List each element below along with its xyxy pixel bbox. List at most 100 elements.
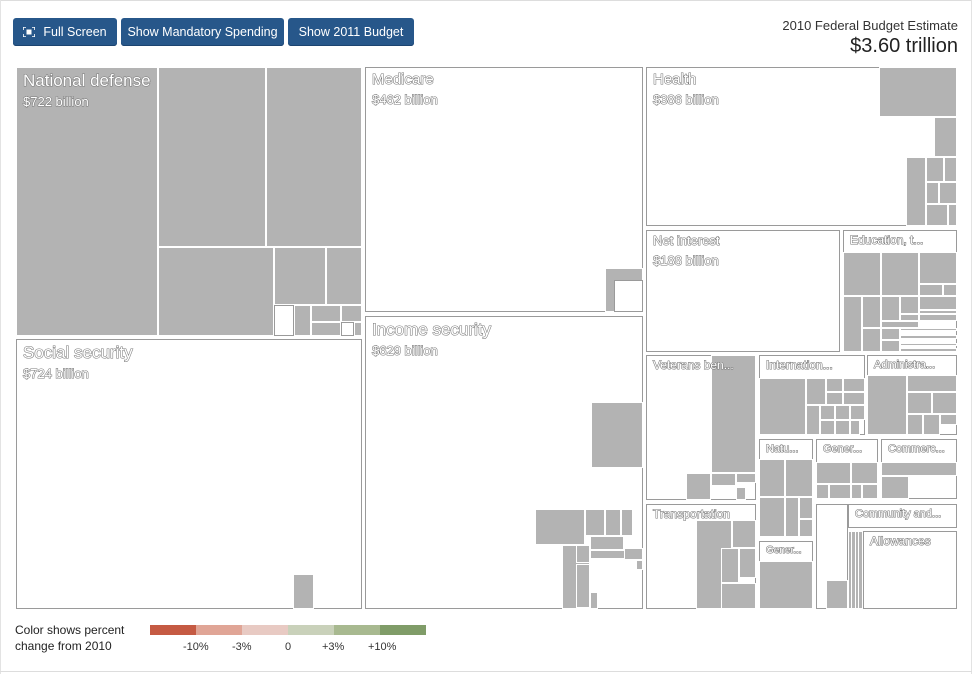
treemap-subcell[interactable] xyxy=(721,548,739,583)
treemap-subcell[interactable] xyxy=(576,545,590,563)
treemap-subcell[interactable] xyxy=(158,67,266,247)
treemap-subcell[interactable] xyxy=(879,67,957,117)
treemap-subcell[interactable] xyxy=(311,305,341,322)
treemap-cell[interactable]: Veterans ben... xyxy=(646,355,756,500)
treemap-subcell[interactable] xyxy=(341,305,362,322)
treemap-cell[interactable]: Natu... xyxy=(759,439,813,537)
treemap-subcell[interactable] xyxy=(585,509,605,536)
treemap-cell[interactable]: Internation... xyxy=(759,355,865,435)
treemap-cell-bg[interactable] xyxy=(646,230,840,352)
treemap-cell[interactable]: Transportation xyxy=(646,504,756,609)
treemap-subcell[interactable] xyxy=(926,204,948,226)
treemap-subcell[interactable] xyxy=(900,314,919,321)
treemap-subcell[interactable] xyxy=(919,284,943,296)
treemap-subcell[interactable] xyxy=(759,459,785,497)
treemap-subcell[interactable] xyxy=(274,305,294,336)
treemap-subcell[interactable] xyxy=(881,296,900,321)
treemap-subcell[interactable] xyxy=(867,375,907,435)
treemap-subcell[interactable] xyxy=(590,536,624,550)
treemap-cell[interactable]: Social security $724 billion xyxy=(16,339,362,609)
treemap-subcell[interactable] xyxy=(759,561,813,609)
treemap-subcell[interactable] xyxy=(711,355,756,473)
treemap-subcell[interactable] xyxy=(862,484,878,499)
treemap-subcell[interactable] xyxy=(881,340,900,352)
treemap-subcell[interactable] xyxy=(354,322,362,336)
treemap-subcell[interactable] xyxy=(851,462,878,484)
treemap-subcell[interactable] xyxy=(806,405,820,435)
treemap-subcell[interactable] xyxy=(843,378,865,392)
treemap-cell[interactable]: Gener... xyxy=(759,541,813,609)
treemap-subcell[interactable] xyxy=(900,328,957,331)
treemap-subcell[interactable] xyxy=(900,343,957,346)
treemap-subcell[interactable] xyxy=(576,564,590,608)
treemap-subcell[interactable] xyxy=(686,473,711,500)
treemap-subcell[interactable] xyxy=(293,574,314,609)
treemap-subcell[interactable] xyxy=(943,284,957,296)
treemap-cell-bg[interactable] xyxy=(848,504,957,528)
treemap-subcell[interactable] xyxy=(590,592,598,609)
treemap-subcell[interactable] xyxy=(736,487,746,500)
treemap-subcell[interactable] xyxy=(907,375,957,392)
treemap-subcell[interactable] xyxy=(919,314,957,321)
treemap-cell[interactable]: Net interest $188 billion xyxy=(646,230,840,352)
treemap-subcell[interactable] xyxy=(591,402,643,468)
treemap-cell[interactable]: Allowances xyxy=(863,531,957,609)
treemap-subcell[interactable] xyxy=(862,296,881,328)
treemap-subcell[interactable] xyxy=(816,462,851,484)
treemap-subcell[interactable] xyxy=(311,322,341,336)
treemap-subcell[interactable] xyxy=(926,182,939,204)
treemap-subcell[interactable] xyxy=(923,414,940,435)
treemap-subcell[interactable] xyxy=(16,67,158,336)
treemap-subcell[interactable] xyxy=(881,321,919,328)
treemap-subcell[interactable] xyxy=(848,531,852,609)
treemap-subcell[interactable] xyxy=(826,580,848,609)
treemap-subcell[interactable] xyxy=(862,328,881,352)
treemap-subcell[interactable] xyxy=(900,335,957,339)
treemap-subcell[interactable] xyxy=(759,378,806,435)
treemap-subcell[interactable] xyxy=(624,548,643,560)
treemap-subcell[interactable] xyxy=(326,247,362,305)
treemap-cell[interactable]: Gener... xyxy=(816,439,878,499)
treemap-subcell[interactable] xyxy=(907,392,932,414)
treemap-subcell[interactable] xyxy=(906,157,926,226)
treemap-subcell[interactable] xyxy=(944,157,957,182)
treemap-subcell[interactable] xyxy=(900,348,957,352)
treemap-subcell[interactable] xyxy=(932,392,957,414)
treemap-subcell[interactable] xyxy=(919,310,957,314)
treemap-subcell[interactable] xyxy=(806,378,826,405)
treemap-subcell[interactable] xyxy=(341,322,354,336)
treemap-subcell[interactable] xyxy=(816,484,829,499)
treemap-subcell[interactable] xyxy=(785,497,799,537)
treemap-subcell[interactable] xyxy=(711,473,736,486)
treemap-cell[interactable]: Health $386 billion xyxy=(646,67,957,226)
treemap-subcell[interactable] xyxy=(907,414,923,435)
treemap-subcell[interactable] xyxy=(850,405,865,420)
treemap-subcell[interactable] xyxy=(843,296,862,352)
full-screen-button[interactable]: Full Screen xyxy=(13,18,117,46)
treemap-subcell[interactable] xyxy=(948,204,957,226)
treemap-subcell[interactable] xyxy=(919,252,957,284)
treemap-cell[interactable]: National defense $722 billion xyxy=(16,67,362,336)
treemap-subcell[interactable] xyxy=(158,247,274,336)
treemap-subcell[interactable] xyxy=(881,462,957,476)
treemap-small-cells[interactable] xyxy=(816,504,859,609)
treemap-subcell[interactable] xyxy=(732,520,756,548)
treemap-subcell[interactable] xyxy=(266,67,362,247)
treemap-subcell[interactable] xyxy=(820,420,835,435)
treemap-subcell[interactable] xyxy=(294,305,311,336)
treemap-subcell[interactable] xyxy=(881,476,909,499)
treemap-subcell[interactable] xyxy=(926,157,944,182)
treemap-subcell[interactable] xyxy=(799,519,813,537)
treemap-subcell[interactable] xyxy=(940,414,957,425)
treemap-subcell[interactable] xyxy=(739,548,756,578)
treemap-subcell[interactable] xyxy=(721,583,756,609)
treemap-subcell[interactable] xyxy=(835,405,850,420)
treemap-cell[interactable]: Income security $629 billion xyxy=(365,316,643,609)
treemap-subcell[interactable] xyxy=(855,531,859,609)
show-mandatory-spending-button[interactable]: Show Mandatory Spending xyxy=(121,18,284,46)
treemap-subcell[interactable] xyxy=(843,392,865,405)
treemap-subcell[interactable] xyxy=(614,280,643,312)
treemap-cell-bg[interactable] xyxy=(16,339,362,609)
treemap-subcell[interactable] xyxy=(881,252,919,296)
treemap-subcell[interactable] xyxy=(934,117,957,157)
